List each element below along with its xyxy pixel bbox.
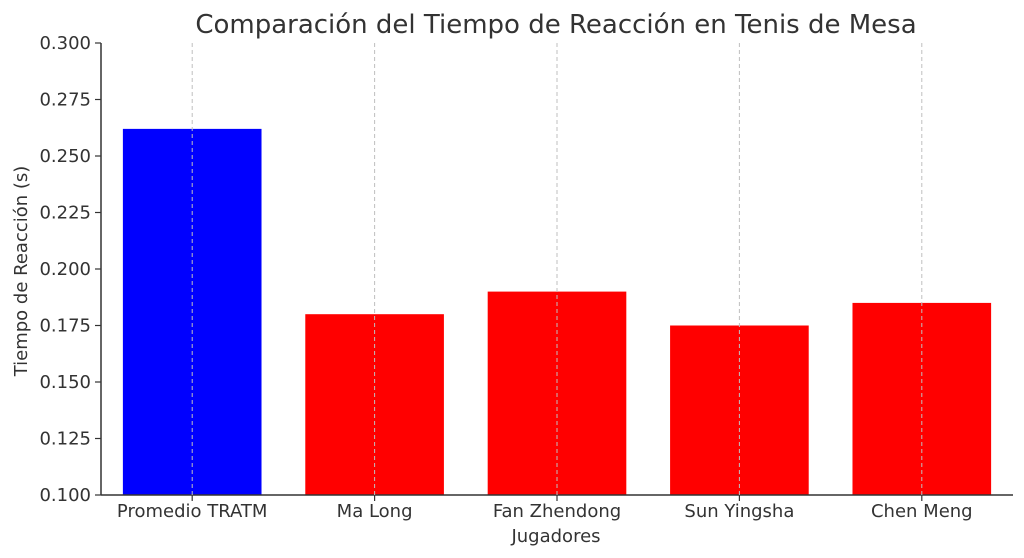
y-axis: 0.100 0.125 0.150 0.175 0.200 0.225 0.250 0.275… [39, 33, 102, 506]
bar-1 [305, 314, 444, 495]
y-tick-label: 0.250 [39, 146, 91, 167]
y-tick-label: 0.275 [39, 90, 91, 111]
grid [191, 43, 923, 495]
y-axis-label: Tiempo de Reacción (s) [11, 166, 32, 378]
x-axis: Promedio TRATM Ma Long Fan Zhendong Sun Yin… [101, 494, 1013, 522]
bar-4 [852, 302, 992, 495]
y-tick-label: 0.100 [39, 485, 91, 506]
x-tick-label: Sun Yingsha [684, 501, 794, 522]
y-tick-label: 0.300 [39, 33, 91, 54]
chart-title: Comparación del Tiempo de Reacción en Te… [195, 10, 916, 40]
y-tick-label: 0.125 [39, 429, 91, 450]
y-tick-label: 0.150 [39, 372, 91, 393]
x-tick-label: Chen Meng [871, 501, 973, 522]
x-axis-label: Jugadores [510, 526, 600, 547]
y-tick-label: 0.225 [39, 203, 91, 224]
y-tick-label: 0.200 [39, 259, 91, 280]
x-tick-label: Promedio TRATM [117, 501, 268, 522]
x-tick-label: Fan Zhendong [493, 501, 621, 522]
x-tick-label: Ma Long [337, 501, 413, 522]
y-tick-label: 0.175 [39, 316, 91, 337]
